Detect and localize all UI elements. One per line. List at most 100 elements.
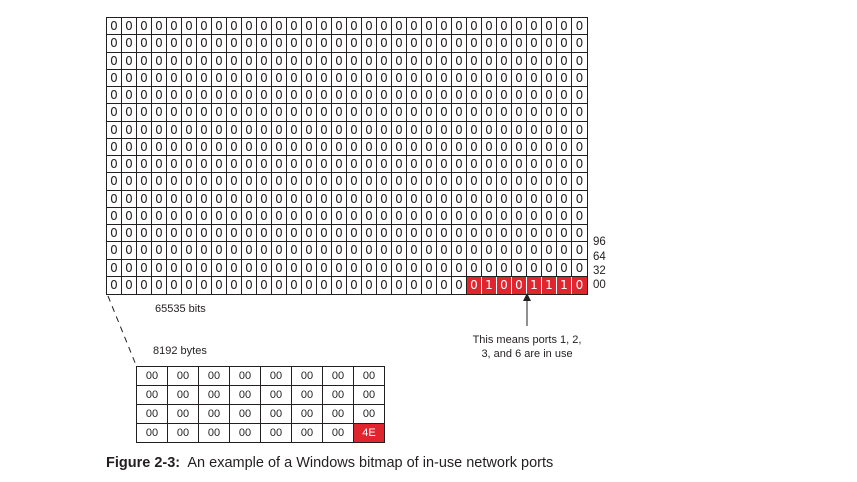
bit-cell: 0 [527, 190, 542, 208]
bit-cell: 0 [512, 173, 527, 191]
bit-cell: 0 [287, 18, 302, 36]
bit-cell: 0 [182, 104, 197, 122]
bit-cell: 0 [377, 138, 392, 156]
bit-cell: 0 [512, 121, 527, 139]
bit-cell: 0 [572, 35, 587, 53]
bit-cell: 0 [242, 190, 257, 208]
bit-cell: 0 [302, 156, 317, 174]
bit-cell: 0 [182, 259, 197, 277]
bit-cell: 0 [122, 52, 137, 70]
bit-cell: 0 [152, 52, 167, 70]
bit-cell: 0 [362, 121, 377, 139]
bit-cell: 0 [332, 207, 347, 225]
bit-cell: 0 [212, 104, 227, 122]
bit-cell: 0 [482, 138, 497, 156]
bit-cell: 0 [242, 207, 257, 225]
bit-cell: 0 [467, 18, 482, 36]
bit-cell: 0 [167, 173, 182, 191]
bit-cell: 0 [227, 225, 242, 243]
bit-cell: 0 [197, 276, 212, 294]
bit-cell: 0 [527, 52, 542, 70]
bit-cell: 0 [482, 207, 497, 225]
bit-cell: 0 [227, 190, 242, 208]
bit-cell: 0 [497, 225, 512, 243]
byte-cell: 00 [198, 423, 230, 443]
bit-cell: 0 [212, 138, 227, 156]
bit-cell: 0 [197, 87, 212, 105]
bit-cell: 0 [137, 156, 152, 174]
bit-cell: 0 [557, 35, 572, 53]
bit-cell: 0 [212, 259, 227, 277]
bit-cell: 0 [107, 104, 122, 122]
bit-cell: 0 [242, 104, 257, 122]
bit-cell: 0 [377, 276, 392, 294]
bit-cell: 0 [422, 276, 437, 294]
bit-cell: 0 [107, 225, 122, 243]
bit-cell: 0 [332, 225, 347, 243]
bit-cell: 0 [392, 259, 407, 277]
bit-cell: 0 [377, 156, 392, 174]
bit-cell: 0 [422, 225, 437, 243]
bit-cell: 0 [557, 87, 572, 105]
highlighted-bit-cell: 0 [512, 276, 527, 294]
bit-cell: 0 [332, 138, 347, 156]
bit-cell: 0 [317, 138, 332, 156]
bit-cell: 0 [572, 87, 587, 105]
bit-cell: 0 [377, 121, 392, 139]
bit-cell: 0 [287, 35, 302, 53]
bit-cell: 0 [362, 69, 377, 87]
bit-cell: 0 [512, 259, 527, 277]
bit-cell: 0 [197, 69, 212, 87]
byte-row: 00 00 00 00 00 00 00 00 [136, 366, 385, 386]
bit-cell: 0 [287, 207, 302, 225]
byte-cell: 00 [353, 385, 385, 405]
bit-cell: 0 [272, 35, 287, 53]
bit-cell: 0 [182, 225, 197, 243]
bit-cell: 0 [452, 104, 467, 122]
bit-cell: 0 [287, 52, 302, 70]
bit-cell: 0 [377, 242, 392, 260]
bit-cell: 0 [152, 242, 167, 260]
bit-cell: 0 [512, 190, 527, 208]
bit-cell: 0 [242, 259, 257, 277]
bit-cell: 0 [437, 35, 452, 53]
highlighted-bit-cell: 1 [482, 276, 497, 294]
byte-cell: 00 [136, 366, 168, 386]
bit-cell: 0 [257, 52, 272, 70]
byte-cell: 00 [322, 366, 354, 386]
bit-cell: 0 [287, 104, 302, 122]
bit-cell: 0 [167, 190, 182, 208]
bit-cell: 0 [422, 138, 437, 156]
bit-cell: 0 [257, 18, 272, 36]
bit-cell: 0 [242, 52, 257, 70]
byte-cell: 00 [322, 404, 354, 424]
bit-cell: 0 [557, 207, 572, 225]
bit-cell: 0 [542, 35, 557, 53]
bit-cell: 0 [242, 87, 257, 105]
bit-cell: 0 [332, 173, 347, 191]
bit-cell: 0 [257, 87, 272, 105]
byte-cell: 00 [260, 404, 292, 424]
bit-cell: 0 [182, 69, 197, 87]
bit-cell: 0 [512, 35, 527, 53]
bit-cell: 0 [437, 156, 452, 174]
bit-cell: 0 [302, 242, 317, 260]
bit-cell: 0 [467, 52, 482, 70]
byte-row: 00 00 00 00 00 00 00 00 [136, 385, 385, 405]
bit-cell: 0 [257, 138, 272, 156]
bit-cell: 0 [362, 35, 377, 53]
bit-cell: 0 [497, 52, 512, 70]
bit-cell: 0 [122, 69, 137, 87]
bit-cell: 0 [347, 225, 362, 243]
bit-cell: 0 [317, 69, 332, 87]
byte-cell: 00 [322, 423, 354, 443]
annotation-line-2: 3, and 6 are in use [481, 348, 573, 360]
bit-cell: 0 [377, 259, 392, 277]
bit-cell: 0 [302, 190, 317, 208]
bit-cell: 0 [272, 104, 287, 122]
byte-cell: 00 [136, 404, 168, 424]
bit-cell: 0 [347, 259, 362, 277]
bit-cell: 0 [422, 35, 437, 53]
bit-cell: 0 [542, 207, 557, 225]
bit-cell: 0 [467, 87, 482, 105]
